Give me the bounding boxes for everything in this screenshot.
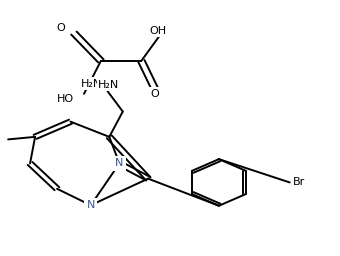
Text: O: O bbox=[151, 89, 159, 99]
Text: N: N bbox=[87, 200, 95, 210]
Text: N: N bbox=[115, 158, 124, 168]
Text: H₂N: H₂N bbox=[81, 79, 103, 89]
Text: H₂N: H₂N bbox=[98, 80, 119, 90]
Text: OH: OH bbox=[150, 26, 167, 36]
Text: Br: Br bbox=[292, 177, 305, 187]
Text: HO: HO bbox=[57, 94, 74, 104]
Text: O: O bbox=[56, 23, 65, 33]
